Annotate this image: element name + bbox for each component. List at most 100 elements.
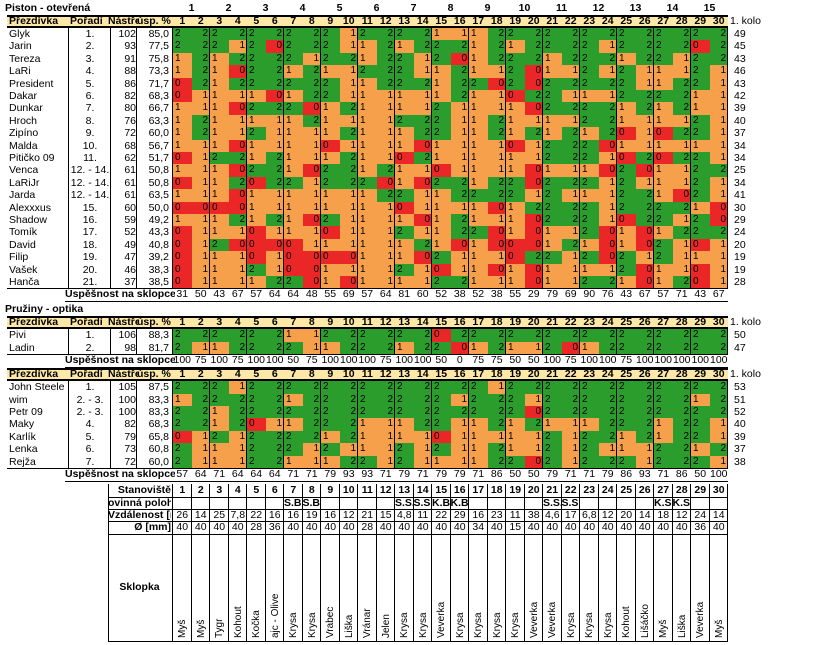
result-value: 2: [619, 263, 625, 275]
sklopka-target-name: Myš: [713, 619, 725, 638]
result-value: 2: [646, 406, 652, 417]
result-value: 2: [323, 381, 329, 393]
result-value: 0: [175, 201, 181, 213]
grid-line: [653, 484, 654, 641]
result-cell: 2: [302, 77, 321, 90]
result-cell: 2: [173, 418, 192, 431]
result-cell: 0: [173, 238, 192, 252]
result-cell: 2: [580, 114, 599, 128]
result-value: 2: [202, 393, 208, 405]
result-cell: 0: [709, 214, 728, 227]
result-cell: 2: [321, 90, 340, 103]
result-cell: 2: [376, 189, 395, 202]
result-value: 2: [545, 77, 551, 89]
competitor-kolo: 28: [734, 276, 746, 288]
result-value: 1: [683, 263, 689, 275]
result-cell: 1: [376, 418, 395, 431]
result-value: 0: [646, 226, 652, 238]
result-value: 2: [286, 77, 292, 89]
competitor-score: 100: [118, 393, 136, 406]
result-cell: 2: [247, 329, 266, 342]
result-cell: 1: [469, 52, 488, 66]
result-cell: 1: [302, 139, 321, 152]
uspesnost-value: 100: [580, 354, 599, 367]
result-value: 2: [693, 329, 699, 341]
result-cell: 0: [691, 238, 710, 252]
result-cell: 1: [228, 226, 247, 239]
result-value: 0: [609, 251, 615, 263]
result-cell: 1: [302, 226, 321, 239]
result-cell: 2: [247, 381, 266, 394]
result-cell: 0: [672, 189, 691, 202]
result-value: 2: [683, 443, 689, 455]
result-value: 2: [656, 238, 662, 250]
result-value: 1: [350, 238, 356, 250]
result-value: 1: [609, 176, 615, 188]
result-cell: 1: [191, 152, 210, 165]
result-value: 1: [471, 127, 477, 139]
result-cell: 2: [265, 164, 284, 177]
result-value: 0: [212, 201, 218, 213]
result-cell: 2: [672, 28, 691, 41]
result-value: 2: [545, 455, 551, 467]
competitor-rank: 1.: [85, 28, 95, 40]
result-value: 2: [276, 276, 282, 287]
result-value: 0: [276, 90, 282, 101]
result-value: 1: [286, 455, 292, 467]
result-cell: 0: [302, 164, 321, 177]
result-cell: 2: [672, 341, 691, 355]
sklopka-target-name: Krysa: [306, 612, 318, 638]
header-poradi: Pořadí: [70, 368, 103, 381]
result-value: 1: [434, 28, 440, 39]
result-value: 1: [397, 276, 403, 287]
result-cell: 1: [228, 430, 247, 444]
result-value: 1: [212, 251, 218, 263]
result-cell: 1: [413, 102, 432, 115]
header-usp: úsp. %: [137, 15, 171, 27]
result-value: 1: [360, 214, 366, 225]
result-cell: 1: [413, 52, 432, 66]
result-value: 2: [323, 393, 329, 405]
result-cell: 1: [413, 226, 432, 239]
result-value: 2: [646, 214, 652, 225]
result-value: 2: [424, 381, 430, 393]
competitor-kolo: 25: [734, 164, 746, 177]
result-cell: 2: [617, 418, 636, 431]
header-col-8: 8: [308, 316, 315, 329]
result-value: 1: [582, 418, 588, 430]
result-value: 2: [646, 189, 652, 201]
result-value: 1: [434, 455, 440, 467]
result-value: 2: [720, 226, 726, 238]
uspesnost-label: Úspěšnost na sklopce %: [65, 354, 175, 367]
competitor-name: Pivi: [9, 329, 26, 342]
result-cell: 1: [506, 443, 525, 456]
result-value: 2: [693, 65, 699, 77]
result-value: 1: [323, 127, 329, 139]
result-value: 2: [535, 329, 541, 341]
result-value: 2: [276, 28, 282, 39]
result-cell: 1: [672, 176, 691, 190]
result-value: 2: [461, 176, 467, 188]
uspesnost-value: 71: [583, 468, 596, 480]
result-value: 1: [572, 455, 578, 467]
uspesnost-value: 79: [453, 468, 466, 480]
result-value: 1: [360, 127, 366, 139]
result-value: 1: [212, 443, 218, 455]
result-value: 2: [360, 406, 366, 417]
result-cell: 1: [358, 214, 377, 227]
result-cell: 1: [654, 418, 673, 431]
result-value: 2: [276, 329, 282, 341]
result-value: 2: [683, 276, 689, 287]
result-cell: 2: [450, 90, 469, 103]
result-cell: 1: [210, 77, 229, 90]
result-cell: 2: [691, 28, 710, 41]
result-cell: 1: [469, 418, 488, 431]
kolo-number: 3: [262, 2, 269, 14]
result-cell: 2: [265, 406, 284, 419]
result-cell: 0: [487, 77, 506, 90]
result-cell: 2: [543, 214, 562, 227]
result-cell: 1: [358, 201, 377, 214]
prumer-value: 40: [416, 521, 429, 533]
result-value: 2: [471, 77, 477, 89]
result-value: 2: [619, 381, 625, 393]
